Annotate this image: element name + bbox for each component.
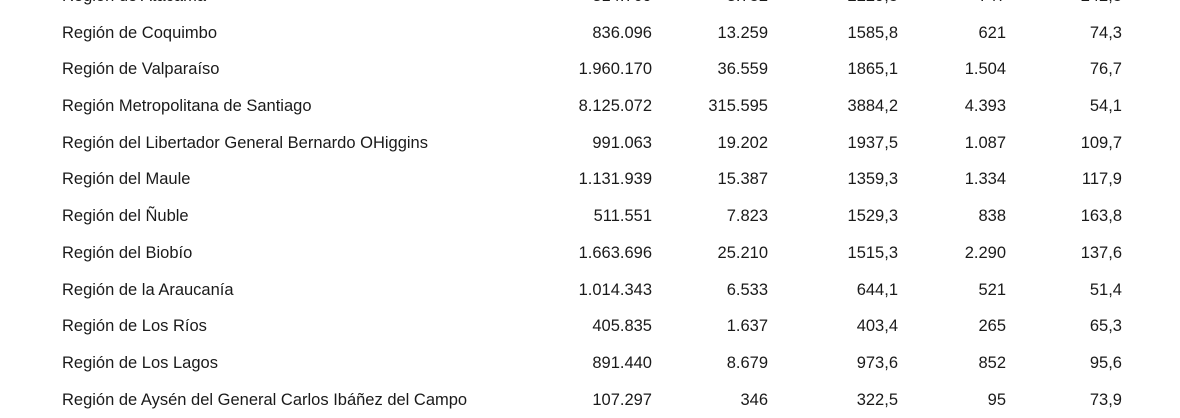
cell-value: 644,1 xyxy=(856,280,898,299)
table-row: Región del Biobío 1.663.696 25.210 1515,3 2.… xyxy=(0,235,1180,272)
cell-value: 15.387 xyxy=(717,170,768,189)
cell-value: 1.014.343 xyxy=(578,280,652,299)
cell-value: 521 xyxy=(978,280,1006,299)
cell-value: 1.637 xyxy=(726,317,768,336)
cell-value: 1.087 xyxy=(964,133,1006,152)
table-row: Región de Los Lagos 891.440 8.679 973,6 852 9… xyxy=(0,345,1180,382)
region-name: Región del Libertador General Bernardo O… xyxy=(62,133,428,152)
table-row: Región de la Araucanía 1.014.343 6.533 644,… xyxy=(0,272,1180,309)
cell-value: 403,4 xyxy=(856,317,898,336)
region-name: Región del Ñuble xyxy=(62,207,189,226)
cell-value: 25.210 xyxy=(717,243,768,262)
cell-value: 405.835 xyxy=(592,317,652,336)
cell-value: 107.297 xyxy=(592,390,652,409)
cell-value: 991.063 xyxy=(592,133,652,152)
table-row: Región del Maule 1.131.939 15.387 1359,3 1.3… xyxy=(0,161,1180,198)
region-name: Región de Aysén del General Carlos Ibáñe… xyxy=(62,390,468,409)
region-name: Región del Biobío xyxy=(62,243,193,262)
region-name: Región de Coquimbo xyxy=(62,23,218,42)
cell-value: 74,3 xyxy=(1089,23,1122,42)
cell-value: 1865,1 xyxy=(847,60,898,79)
cell-value: 117,9 xyxy=(1081,170,1122,189)
region-name: Región de Los Ríos xyxy=(62,317,207,336)
table-row: Región de Atacama 314.709 3.752 2229,5 747 24… xyxy=(0,0,1180,15)
cell-value: 51,4 xyxy=(1089,280,1122,299)
cell-value: 1585,8 xyxy=(847,23,898,42)
cell-value: 891.440 xyxy=(592,353,652,372)
cell-value: 73,9 xyxy=(1089,390,1122,409)
cell-value: 314.709 xyxy=(592,0,652,6)
cell-value: 315.595 xyxy=(708,97,768,116)
cell-value: 163,8 xyxy=(1080,207,1122,226)
cell-value: 1.334 xyxy=(964,170,1006,189)
table-row: Región de Los Ríos 405.835 1.637 403,4 265 65… xyxy=(0,308,1180,345)
region-name: Región de Valparaíso xyxy=(62,60,220,79)
cell-value: 3884,2 xyxy=(847,97,898,116)
region-name: Región de Los Lagos xyxy=(62,353,218,372)
cell-value: 6.533 xyxy=(726,280,768,299)
cell-value: 1.960.170 xyxy=(578,60,652,79)
cell-value: 973,6 xyxy=(856,353,898,372)
cell-value: 322,5 xyxy=(856,390,898,409)
cell-value: 137,6 xyxy=(1080,243,1122,262)
cell-value: 1.504 xyxy=(964,60,1006,79)
cell-value: 346 xyxy=(740,390,768,409)
cell-value: 1.663.696 xyxy=(578,243,652,262)
region-name: Región de Atacama xyxy=(62,0,206,6)
cell-value: 95 xyxy=(987,390,1006,409)
cell-value: 1937,5 xyxy=(847,133,898,152)
table-row: Región de Valparaíso 1.960.170 36.559 1865,… xyxy=(0,51,1180,88)
region-name: Región de la Araucanía xyxy=(62,280,234,299)
cell-value: 109,7 xyxy=(1080,133,1122,152)
cell-value: 1515,3 xyxy=(847,243,898,262)
region-name: Región del Maule xyxy=(62,170,191,189)
cell-value: 242,5 xyxy=(1081,0,1122,6)
cell-value: 8.125.072 xyxy=(578,97,652,116)
cell-value: 836.096 xyxy=(592,23,652,42)
cell-value: 2.290 xyxy=(964,243,1006,262)
cell-value: 36.559 xyxy=(717,60,768,79)
cell-value: 1.131.939 xyxy=(578,170,652,189)
cell-value: 13.259 xyxy=(717,23,768,42)
cell-value: 2229,5 xyxy=(848,0,898,6)
cell-value: 747 xyxy=(978,0,1006,6)
table-row: Región Metropolitana de Santiago 8.125.07… xyxy=(0,88,1180,125)
cell-value: 1529,3 xyxy=(847,207,898,226)
table-row: Región del Ñuble 511.551 7.823 1529,3 838 163… xyxy=(0,198,1180,235)
cell-value: 65,3 xyxy=(1089,317,1122,336)
cell-value: 54,1 xyxy=(1089,97,1122,116)
cell-value: 511.551 xyxy=(593,207,652,226)
cell-value: 1359,3 xyxy=(847,170,898,189)
cell-value: 7.823 xyxy=(726,207,768,226)
cell-value: 3.752 xyxy=(727,0,768,6)
cell-value: 4.393 xyxy=(964,97,1006,116)
region-name: Región Metropolitana de Santiago xyxy=(62,97,312,116)
cell-value: 19.202 xyxy=(717,133,768,152)
cell-value: 95,6 xyxy=(1089,353,1122,372)
table-row: Región de Coquimbo 836.096 13.259 1585,8 621… xyxy=(0,15,1180,52)
cell-value: 621 xyxy=(978,23,1006,42)
cell-value: 838 xyxy=(978,207,1006,226)
cell-value: 76,7 xyxy=(1089,60,1122,79)
cell-value: 852 xyxy=(978,353,1006,372)
cell-value: 8.679 xyxy=(726,353,768,372)
table-row: Región del Libertador General Bernardo O… xyxy=(0,125,1180,162)
cell-value: 265 xyxy=(978,317,1006,336)
